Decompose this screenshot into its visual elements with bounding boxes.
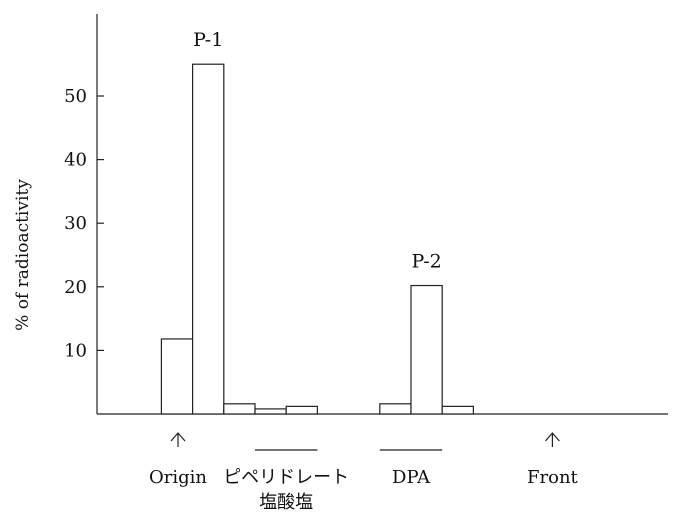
bar-fraction-6 [254, 408, 287, 415]
y-tick-label-40: 40 [64, 150, 87, 171]
bar-fraction-3 [160, 338, 194, 415]
y-tick-label-20: 20 [64, 277, 87, 298]
y-axis-label: % of radioactivity [13, 179, 33, 331]
marker-label-origin: Origin [149, 467, 207, 488]
marker-label-1-line-2: 塩酸塩 [259, 492, 313, 513]
y-tick-label-30: 30 [64, 213, 87, 234]
bar-fraction-12 [441, 405, 475, 415]
bar-fraction-4 [192, 63, 225, 415]
y-tick-label-10: 10 [64, 340, 87, 361]
bar-fraction-5 [223, 403, 256, 415]
marker-label-front: Front [527, 467, 579, 488]
marker-label-1-line-1: ピペリドレート [223, 467, 349, 488]
bar-fraction-7 [285, 405, 319, 415]
marker-arrow-front [544, 432, 560, 447]
bar-fraction-11 [410, 284, 443, 415]
marker-arrow-origin [170, 432, 186, 447]
bar-fraction-10 [379, 403, 412, 415]
marker-label-2-line-1: DPA [392, 467, 431, 488]
y-tick-label-50: 50 [64, 86, 87, 107]
peak-label-2: P-2 [411, 251, 441, 273]
peak-label-1: P-1 [193, 29, 223, 51]
